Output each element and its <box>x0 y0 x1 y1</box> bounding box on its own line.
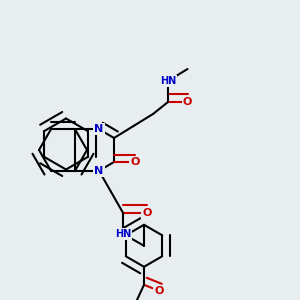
Text: HN: HN <box>115 229 131 239</box>
Text: O: O <box>154 286 164 296</box>
Text: O: O <box>130 157 140 167</box>
Text: HN: HN <box>160 76 176 86</box>
Text: O: O <box>142 208 152 218</box>
Text: O: O <box>183 97 192 107</box>
Text: N: N <box>94 166 103 176</box>
Text: N: N <box>94 124 103 134</box>
